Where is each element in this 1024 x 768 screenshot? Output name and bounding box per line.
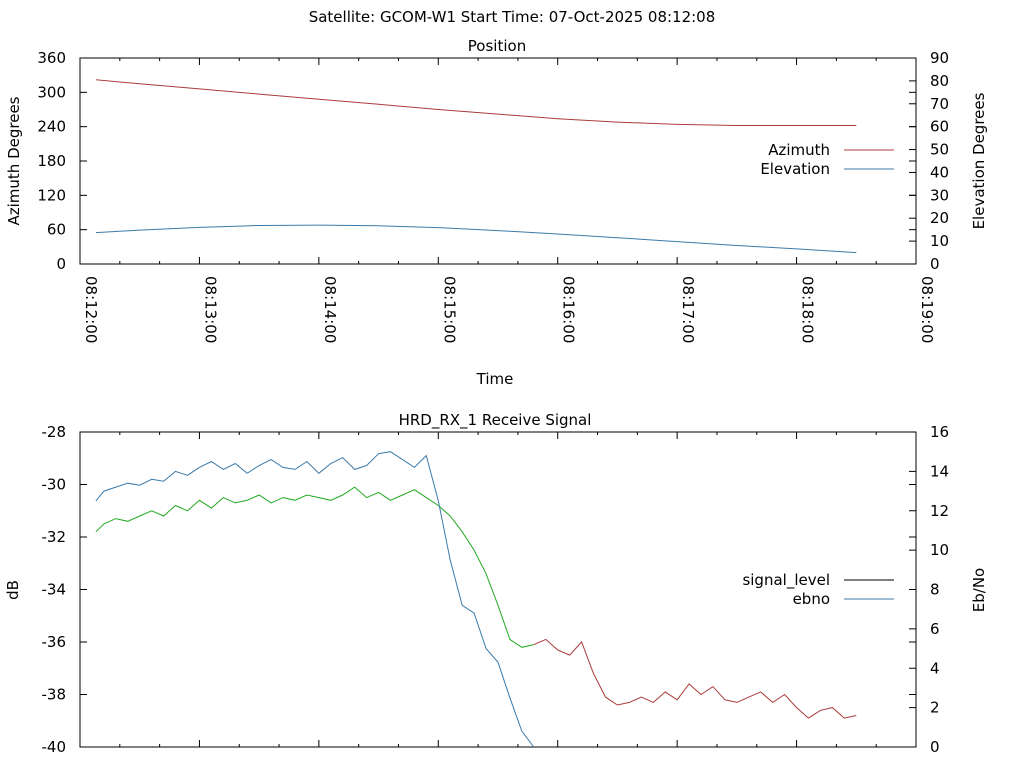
y-tick-label: 180 bbox=[37, 152, 66, 170]
y-tick-label: 60 bbox=[47, 221, 66, 239]
y-tick-label: -32 bbox=[42, 528, 67, 546]
y2-tick-label: 50 bbox=[930, 141, 949, 159]
signal-y2label: Eb/No bbox=[970, 568, 988, 612]
series-signal-level bbox=[533, 638, 857, 719]
position-y-axis: 0 60 120 180 240 300 360 bbox=[37, 49, 916, 273]
position-xlabel: Time bbox=[476, 370, 514, 388]
y2-tick-label: 20 bbox=[930, 209, 949, 227]
header-title: Satellite: GCOM-W1 Start Time: 07-Oct-20… bbox=[309, 8, 716, 26]
series-Azimuth bbox=[95, 79, 857, 126]
signal-y2-axis: 0 2 4 6 8 10 12 14 16 bbox=[909, 423, 949, 756]
x-tick-label: 08:17:00 bbox=[679, 276, 697, 343]
y2-tick-label: 40 bbox=[930, 163, 949, 181]
signal-chart-title: HRD_RX_1 Receive Signal bbox=[399, 411, 592, 430]
x-tick-label: 08:14:00 bbox=[321, 276, 339, 343]
legend-label-signal-level: signal_level bbox=[742, 571, 830, 590]
y-tick-label: -38 bbox=[42, 686, 67, 704]
y-tick-label: 360 bbox=[37, 49, 66, 67]
y-tick-label: -34 bbox=[42, 581, 67, 599]
legend-label-Elevation: Elevation bbox=[760, 160, 830, 178]
y2-tick-label: 90 bbox=[930, 49, 949, 67]
position-y2-axis: 0 10 20 30 40 50 60 70 80 90 bbox=[909, 49, 949, 273]
series-Elevation bbox=[95, 224, 857, 254]
signal-plot-frame bbox=[79, 431, 917, 748]
y2-tick-label: 0 bbox=[930, 738, 940, 756]
legend-label-Azimuth: Azimuth bbox=[768, 141, 830, 159]
position-series bbox=[95, 79, 857, 254]
y2-tick-label: 10 bbox=[930, 541, 949, 559]
signal-series bbox=[95, 451, 857, 748]
y-tick-label: -36 bbox=[42, 633, 67, 651]
position-chart: Position 0 60 120 180 240 300 360 0 10 20 30 40 50 6… bbox=[5, 37, 988, 388]
y2-tick-label: 4 bbox=[930, 659, 940, 677]
y2-tick-label: 30 bbox=[930, 186, 949, 204]
y-tick-label: -40 bbox=[42, 738, 67, 756]
y-tick-label: 300 bbox=[37, 83, 66, 101]
y2-tick-label: 60 bbox=[930, 118, 949, 136]
series-ebno bbox=[95, 451, 535, 748]
y-tick-label: -30 bbox=[42, 476, 67, 494]
y-tick-label: 0 bbox=[56, 255, 66, 273]
x-tick-label: 08:16:00 bbox=[560, 276, 578, 343]
position-x-axis: 08:12:00 08:13:00 08:14:00 08:15:00 08:16:00… bbox=[79, 58, 936, 343]
position-ylabel: Azimuth Degrees bbox=[5, 96, 23, 225]
x-tick-label: 08:19:00 bbox=[918, 276, 936, 343]
y-tick-label: 120 bbox=[37, 186, 66, 204]
y2-tick-label: 80 bbox=[930, 72, 949, 90]
y2-tick-label: 6 bbox=[930, 620, 940, 638]
signal-chart: HRD_RX_1 Receive Signal -28-30-32-34-36-… bbox=[4, 411, 988, 756]
y2-tick-label: 8 bbox=[930, 581, 940, 599]
signal-y-axis: -28 -30 -32 -34 -36 -38 -40 bbox=[42, 423, 916, 756]
y2-tick-label: 16 bbox=[930, 423, 949, 441]
x-tick-label: 08:18:00 bbox=[799, 276, 817, 343]
y-tick-label: 240 bbox=[37, 118, 66, 136]
series-signal-level-locked bbox=[95, 486, 534, 648]
legend-label-ebno: ebno bbox=[793, 590, 830, 608]
x-tick-label: 08:13:00 bbox=[201, 276, 219, 343]
y2-tick-label: 10 bbox=[930, 232, 949, 250]
signal-x-axis bbox=[79, 432, 917, 747]
y-tick-label: -28 bbox=[42, 423, 67, 441]
signal-ylabel: dB bbox=[4, 580, 22, 600]
y2-tick-label: 0 bbox=[930, 255, 940, 273]
y2-tick-label: 14 bbox=[930, 462, 949, 480]
position-chart-title: Position bbox=[468, 37, 526, 55]
y2-tick-label: 12 bbox=[930, 502, 949, 520]
x-tick-label: 08:12:00 bbox=[82, 276, 100, 343]
position-y2label: Elevation Degrees bbox=[970, 92, 988, 229]
y2-tick-label: 2 bbox=[930, 699, 940, 717]
x-tick-label: 08:15:00 bbox=[440, 276, 458, 343]
y2-tick-label: 70 bbox=[930, 95, 949, 113]
